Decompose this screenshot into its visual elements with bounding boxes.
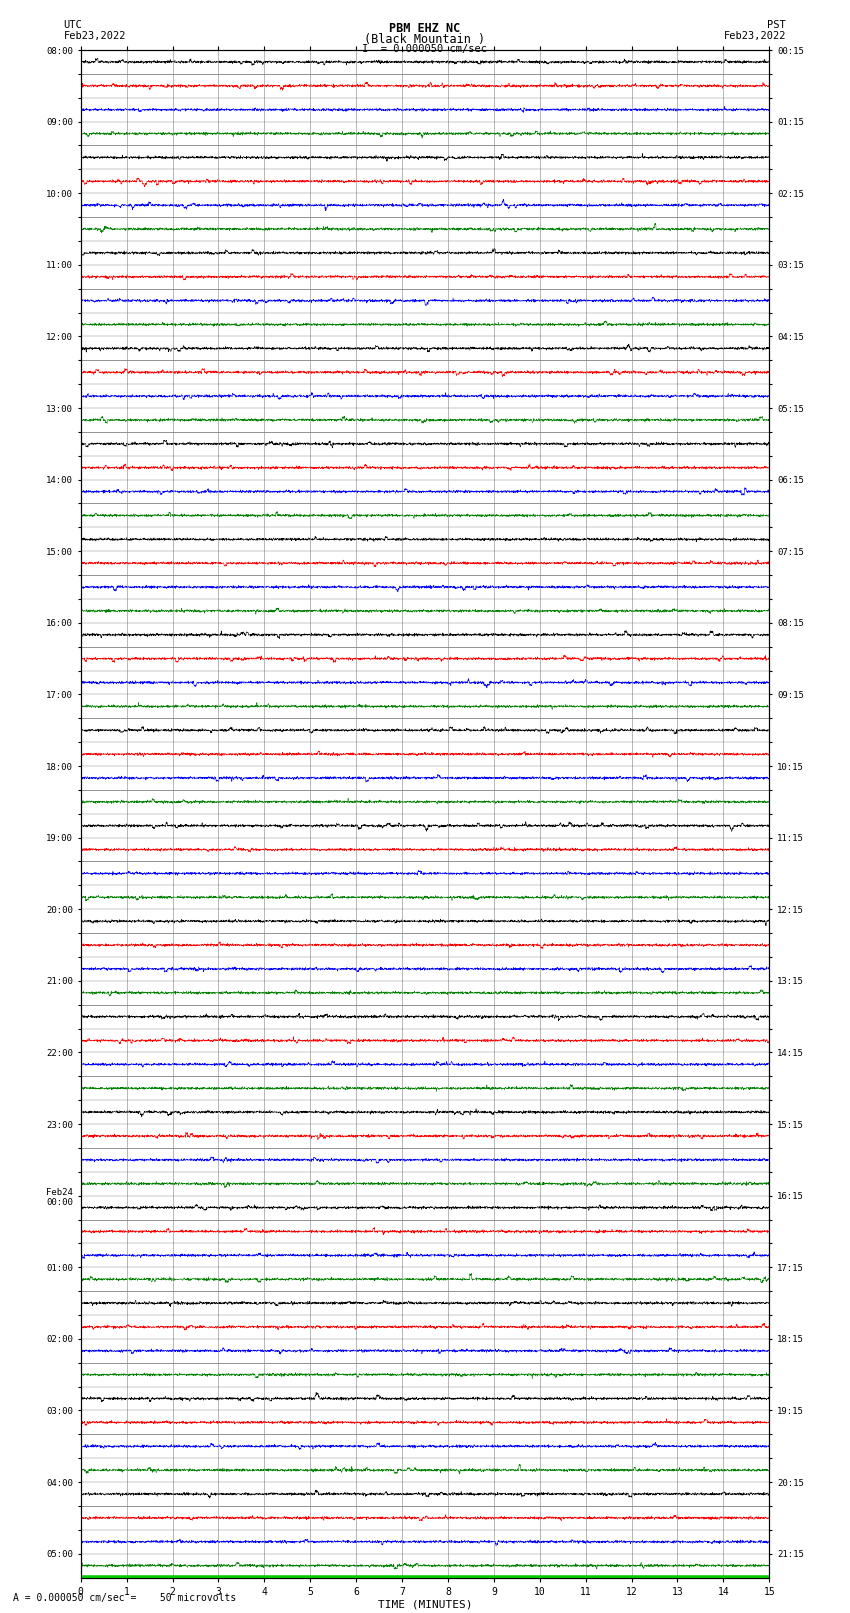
Text: A = 0.000050 cm/sec =    50 microvolts: A = 0.000050 cm/sec = 50 microvolts xyxy=(13,1594,236,1603)
Text: UTC: UTC xyxy=(64,19,82,31)
Text: PBM EHZ NC: PBM EHZ NC xyxy=(389,23,461,35)
X-axis label: TIME (MINUTES): TIME (MINUTES) xyxy=(377,1600,473,1610)
Text: (Black Mountain ): (Black Mountain ) xyxy=(365,32,485,47)
Text: I  = 0.000050 cm/sec: I = 0.000050 cm/sec xyxy=(362,44,488,55)
Text: PST: PST xyxy=(768,19,786,31)
Text: Feb23,2022: Feb23,2022 xyxy=(64,31,127,42)
Text: Feb23,2022: Feb23,2022 xyxy=(723,31,786,42)
